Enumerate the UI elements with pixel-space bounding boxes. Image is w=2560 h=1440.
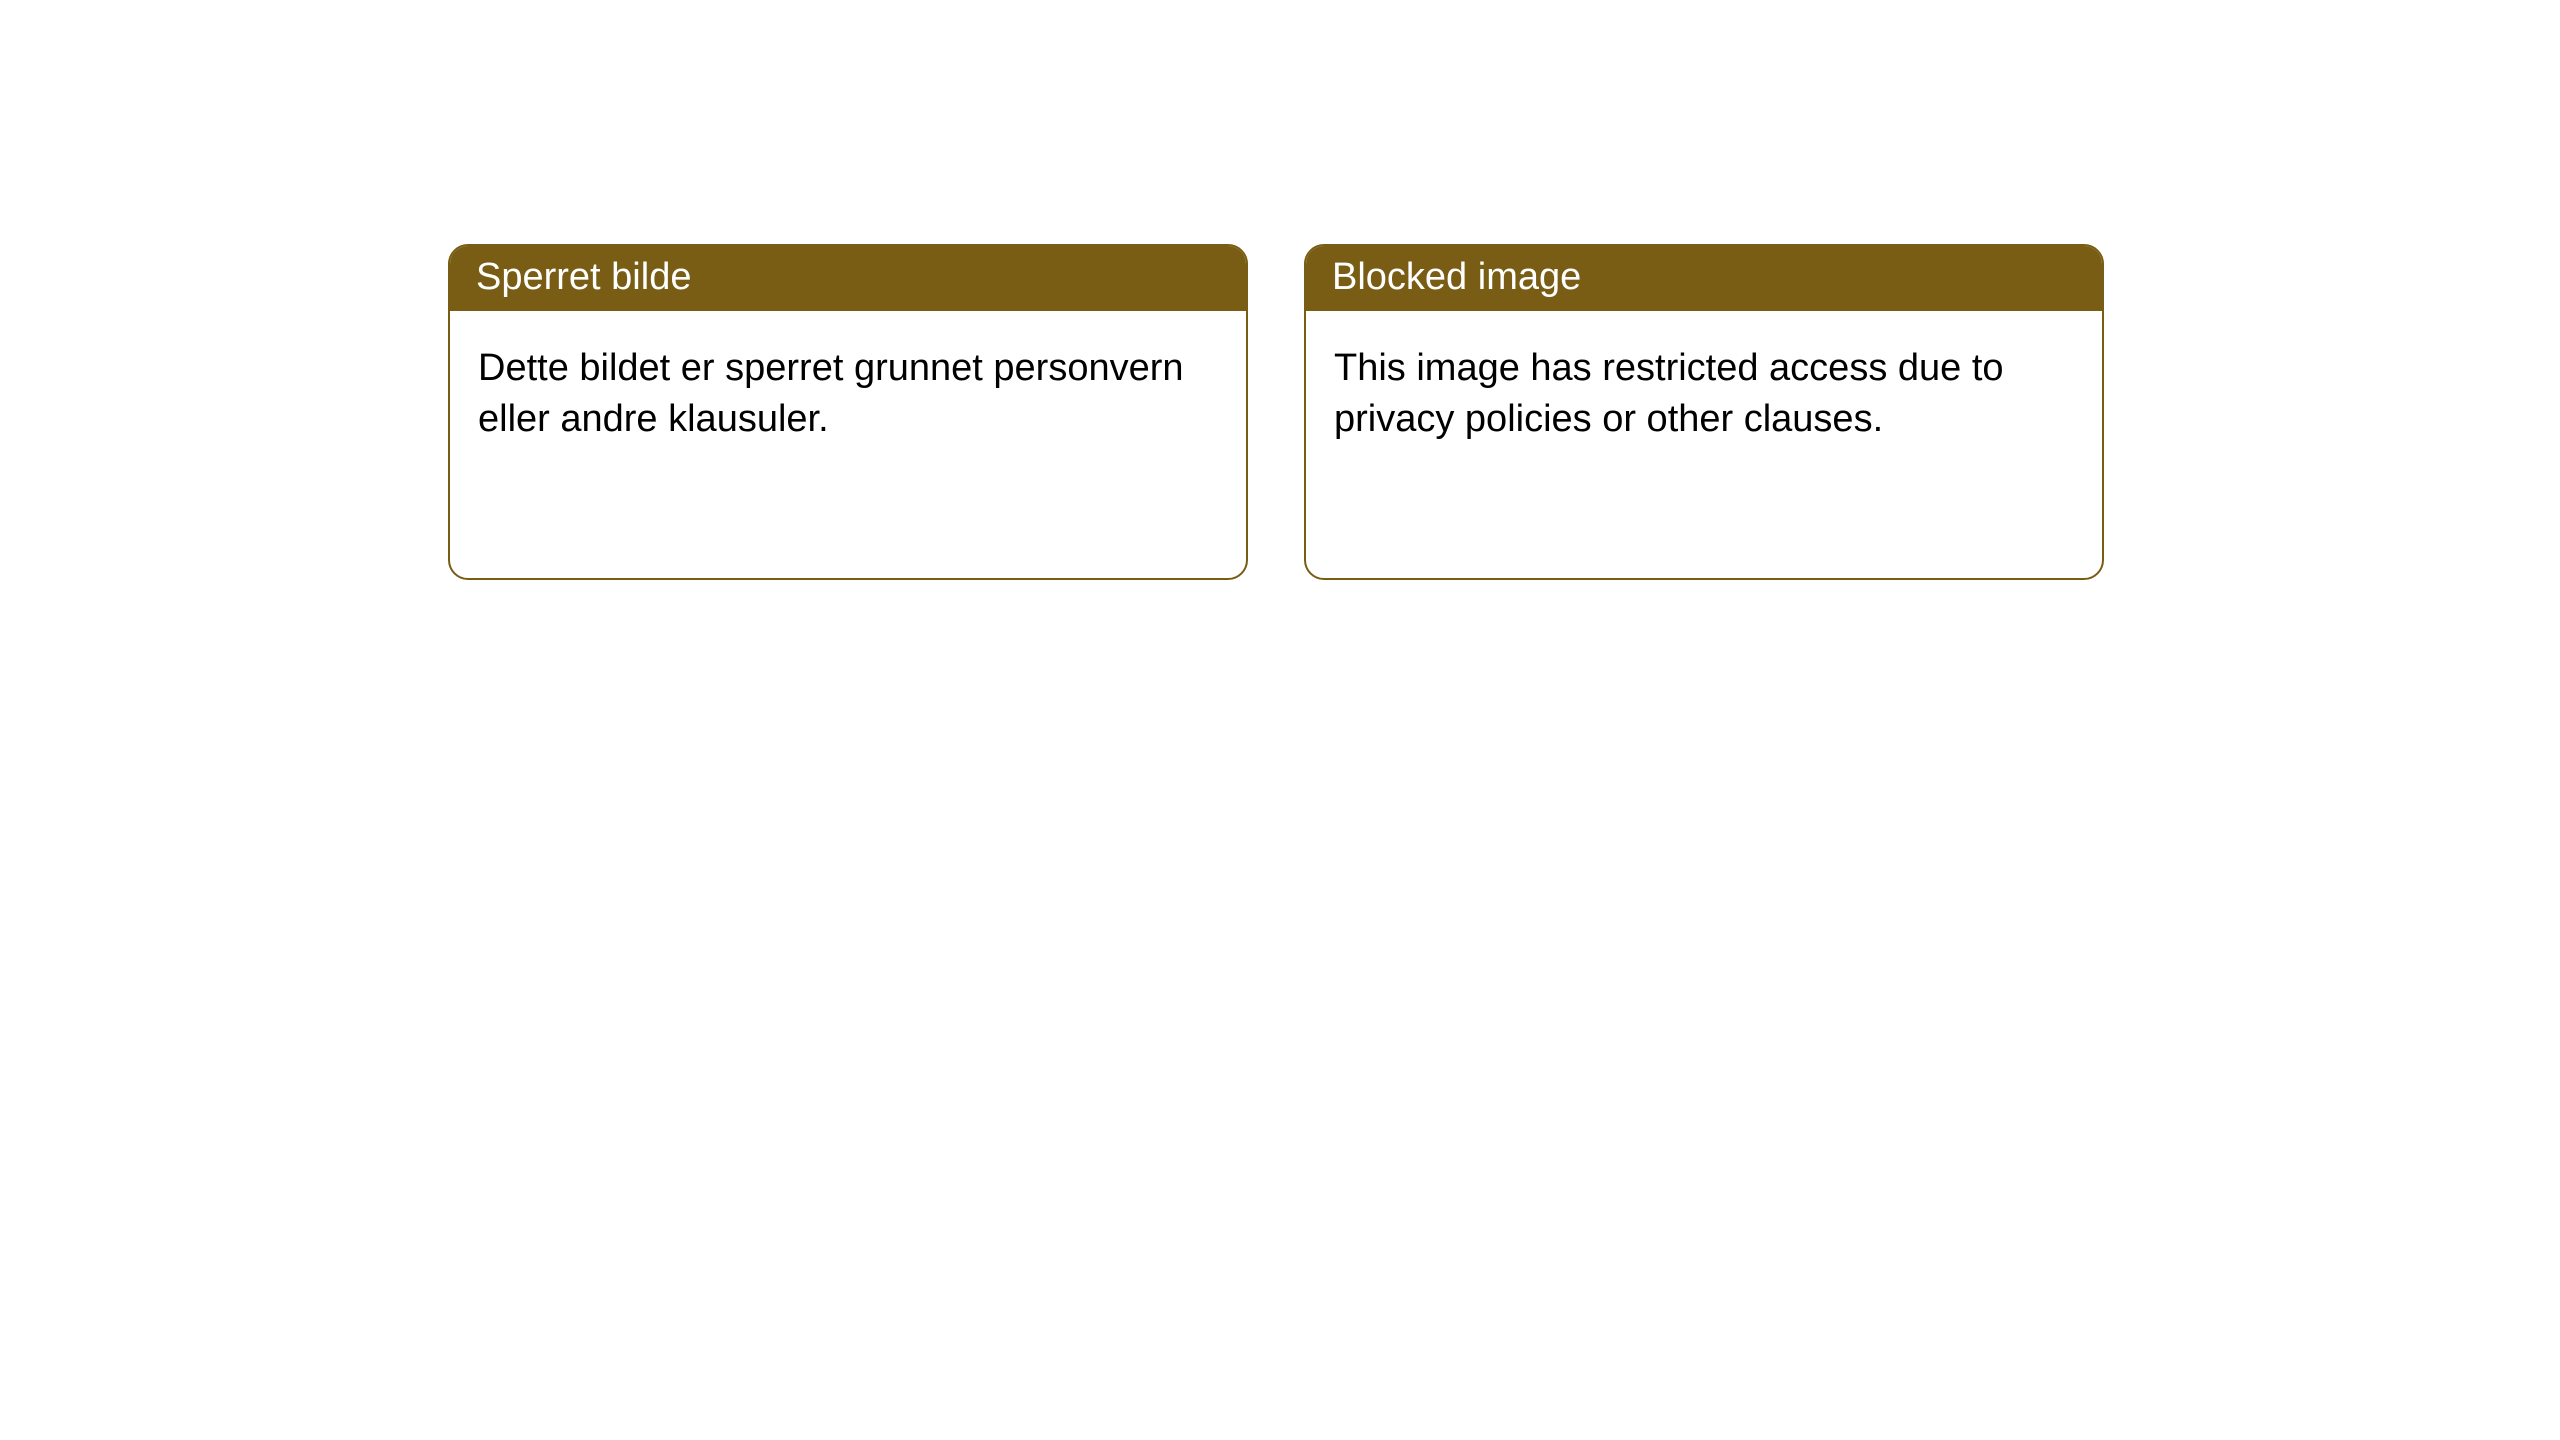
notice-header: Blocked image <box>1306 246 2102 311</box>
notice-card-norwegian: Sperret bilde Dette bildet er sperret gr… <box>448 244 1248 580</box>
notice-body: This image has restricted access due to … <box>1306 311 2102 478</box>
notice-body: Dette bildet er sperret grunnet personve… <box>450 311 1246 478</box>
notice-header: Sperret bilde <box>450 246 1246 311</box>
notice-container: Sperret bilde Dette bildet er sperret gr… <box>0 0 2560 580</box>
notice-card-english: Blocked image This image has restricted … <box>1304 244 2104 580</box>
